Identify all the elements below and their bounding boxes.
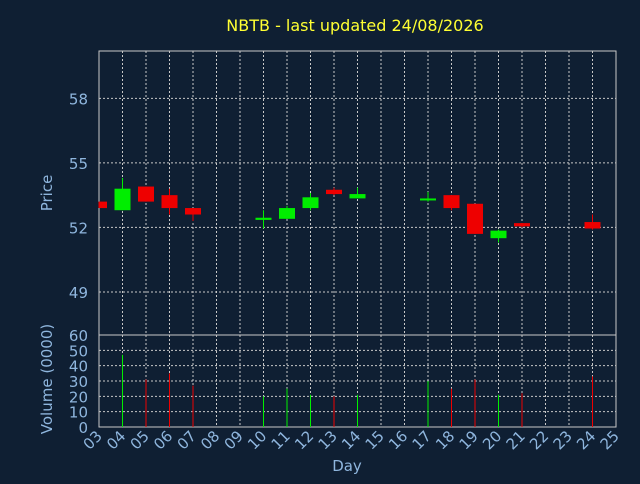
candle-body bbox=[279, 208, 295, 219]
volume-bars bbox=[122, 354, 593, 427]
candle bbox=[420, 191, 436, 202]
candle-body bbox=[302, 197, 319, 209]
candle bbox=[584, 214, 601, 230]
x-tick-label: 22 bbox=[526, 427, 552, 453]
x-tick-label: 23 bbox=[550, 427, 576, 453]
candle-body bbox=[443, 195, 460, 209]
volume-tick-label: 50 bbox=[69, 342, 88, 360]
candle bbox=[467, 203, 483, 234]
x-tick-label: 20 bbox=[479, 427, 505, 453]
x-tick-label: 21 bbox=[503, 427, 529, 453]
candle bbox=[326, 187, 342, 196]
candle-body bbox=[490, 230, 507, 239]
candle-body bbox=[467, 203, 483, 234]
candle-body bbox=[326, 189, 342, 195]
price-tick-label: 55 bbox=[69, 155, 88, 173]
candle-body bbox=[349, 194, 366, 199]
x-tick-label: 10 bbox=[244, 427, 270, 453]
candle bbox=[302, 193, 319, 211]
volume-tick-label: 20 bbox=[69, 388, 88, 406]
candle bbox=[98, 201, 107, 209]
x-tick-label: 07 bbox=[174, 427, 200, 453]
price-tick-label: 52 bbox=[69, 219, 88, 237]
candle-body bbox=[514, 223, 530, 227]
x-tick-label: 24 bbox=[573, 427, 599, 453]
chart-title: NBTB - last updated 24/08/2026 bbox=[226, 16, 483, 35]
x-tick-label: 25 bbox=[597, 427, 623, 453]
x-tick-label: 05 bbox=[127, 427, 153, 453]
candle bbox=[279, 205, 295, 219]
volume-tick-label: 10 bbox=[69, 404, 88, 422]
volume-tick-label: 40 bbox=[69, 358, 88, 376]
x-tick-label: 11 bbox=[268, 427, 294, 453]
candle bbox=[349, 187, 366, 199]
candle bbox=[490, 229, 507, 243]
candle bbox=[114, 177, 131, 211]
candle-body bbox=[161, 195, 178, 209]
grid bbox=[99, 51, 616, 427]
price-tick-label: 58 bbox=[69, 90, 88, 108]
candle-body bbox=[255, 217, 272, 220]
price-axis-label: Price bbox=[38, 175, 56, 212]
candle bbox=[443, 195, 460, 211]
x-tick-label: 13 bbox=[315, 427, 341, 453]
candle bbox=[138, 186, 154, 202]
candles bbox=[98, 177, 601, 243]
x-tick-label: 19 bbox=[456, 427, 482, 453]
x-tick-label: 17 bbox=[409, 427, 435, 453]
candle-body bbox=[99, 201, 107, 209]
candle-body bbox=[584, 222, 601, 229]
x-tick-label: 06 bbox=[150, 427, 176, 453]
candle bbox=[185, 208, 201, 221]
candle-body bbox=[114, 188, 131, 211]
candle bbox=[514, 223, 530, 228]
candle-body bbox=[138, 186, 154, 202]
x-tick-label: 16 bbox=[385, 427, 411, 453]
x-tick-label: 15 bbox=[362, 427, 388, 453]
volume-tick-label: 60 bbox=[69, 327, 88, 345]
x-axis-label: Day bbox=[332, 457, 362, 475]
x-tick-label: 08 bbox=[197, 427, 223, 453]
x-tick-label: 12 bbox=[291, 427, 317, 453]
x-tick-label: 09 bbox=[221, 427, 247, 453]
x-tick-label: 18 bbox=[432, 427, 458, 453]
candle bbox=[161, 188, 178, 215]
x-tick-label: 04 bbox=[103, 427, 129, 453]
x-tick-label: 14 bbox=[338, 427, 364, 453]
candle bbox=[255, 210, 272, 229]
volume-tick-label: 0 bbox=[78, 419, 88, 437]
volume-tick-label: 30 bbox=[69, 373, 88, 391]
tick-labels: 5855524960504030201000304050607080910111… bbox=[69, 90, 623, 453]
price-tick-label: 49 bbox=[69, 284, 88, 302]
volume-axis-label: Volume (0000) bbox=[38, 324, 56, 434]
candle-body bbox=[185, 208, 201, 215]
candle-body bbox=[420, 198, 436, 201]
